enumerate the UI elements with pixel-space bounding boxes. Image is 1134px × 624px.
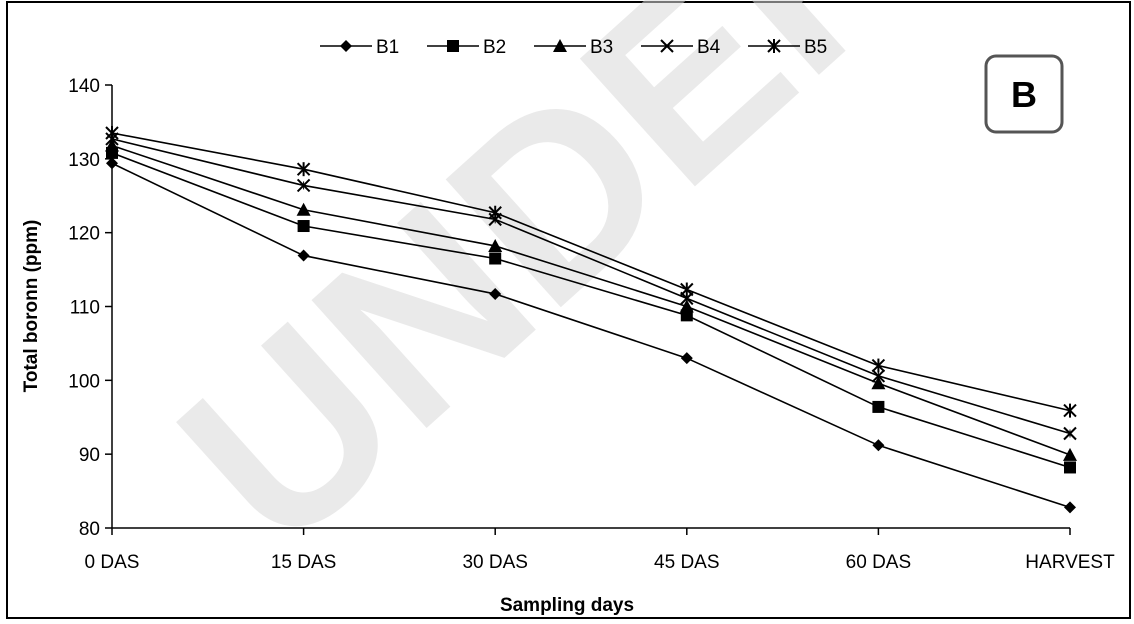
data-point-b5	[105, 125, 119, 140]
legend-marker-b3	[553, 39, 567, 52]
x-tick-label: 0 DAS	[85, 552, 140, 573]
data-point-b1	[872, 439, 885, 452]
data-point-b2	[297, 220, 310, 233]
marker-stroke	[871, 369, 886, 383]
y-tick-label: 130	[68, 150, 100, 171]
data-point-b3	[1063, 447, 1077, 461]
legend-label-b1: B1	[376, 37, 399, 58]
data-point-b3	[488, 238, 503, 252]
legend: B1 B2 B3 B4 B5	[320, 37, 827, 58]
legend-item-b5: B5	[748, 37, 827, 58]
y-axis-title: Total boronn (ppm)	[21, 220, 42, 393]
marker-stroke	[296, 178, 311, 193]
series-line-b1	[111, 162, 1071, 509]
y-tick-label: 140	[68, 76, 100, 97]
panel-label: B	[1011, 74, 1037, 115]
y-tick-label: 90	[79, 445, 100, 466]
legend-label-b3: B3	[590, 37, 613, 58]
data-point-b5	[296, 162, 311, 177]
data-point-b3	[871, 376, 886, 390]
x-tick-label: 45 DAS	[654, 552, 719, 573]
data-point-b3	[105, 138, 119, 152]
marker-stroke	[1063, 426, 1077, 441]
data-point-b4	[871, 369, 886, 383]
data-point-b3	[296, 202, 311, 216]
series-b1	[106, 157, 1076, 514]
data-point-b2	[872, 400, 885, 413]
x-tick-label: 30 DAS	[462, 552, 527, 573]
figure-frame	[6, 1, 1131, 619]
data-point-b1	[489, 287, 502, 300]
series-b2	[106, 146, 1076, 474]
series-layer	[105, 125, 1077, 514]
axes: 80 90 100 110 120 130 140 0 DAS 15 DAS 30 DAS 45 D…	[68, 76, 1115, 573]
series-b5	[105, 125, 1077, 418]
x-tick-label: 60 DAS	[846, 552, 911, 573]
x-tick-label: HARVEST	[1025, 552, 1115, 573]
legend-label-b4: B4	[697, 37, 721, 58]
x-axis-title: Sampling days	[500, 595, 634, 616]
legend-label-b2: B2	[483, 37, 506, 58]
data-point-b5	[488, 205, 502, 220]
marker-stroke	[660, 39, 674, 53]
x-tick-label: 15 DAS	[271, 552, 336, 573]
series-line-b4	[111, 138, 1071, 435]
series-b3	[105, 138, 1077, 461]
panel-badge: B	[984, 54, 1064, 134]
y-tick-label: 100	[68, 371, 100, 392]
data-point-b3	[679, 299, 694, 313]
data-point-b1	[297, 249, 310, 262]
series-line-b3	[111, 144, 1071, 456]
series-line-b2	[111, 152, 1071, 469]
y-tick-label: 110	[70, 298, 100, 319]
legend-item-b2: B2	[427, 37, 506, 58]
data-point-b4	[1063, 426, 1077, 441]
y-tick-label: 80	[79, 519, 100, 540]
y-tick-label: 120	[68, 224, 100, 245]
data-point-b5	[680, 282, 694, 297]
legend-item-b3: B3	[534, 37, 613, 58]
data-point-b1	[680, 352, 693, 365]
data-point-b1	[106, 157, 118, 170]
panel-badge-box	[984, 54, 1064, 134]
legend-marker-b1	[340, 40, 352, 52]
data-point-b2	[489, 252, 502, 265]
legend-item-b4: B4	[641, 37, 721, 58]
legend-marker-b5	[767, 39, 781, 53]
data-point-b5	[871, 358, 886, 373]
series-line-b5	[111, 132, 1071, 412]
legend-item-b1: B1	[320, 37, 399, 58]
legend-label-b5: B5	[804, 37, 827, 58]
legend-marker-b2	[447, 40, 459, 52]
data-point-b2	[1064, 461, 1076, 474]
data-point-b1	[1064, 501, 1076, 514]
data-point-b5	[1063, 403, 1077, 418]
legend-marker-b4	[660, 39, 674, 53]
data-point-b4	[296, 178, 311, 193]
